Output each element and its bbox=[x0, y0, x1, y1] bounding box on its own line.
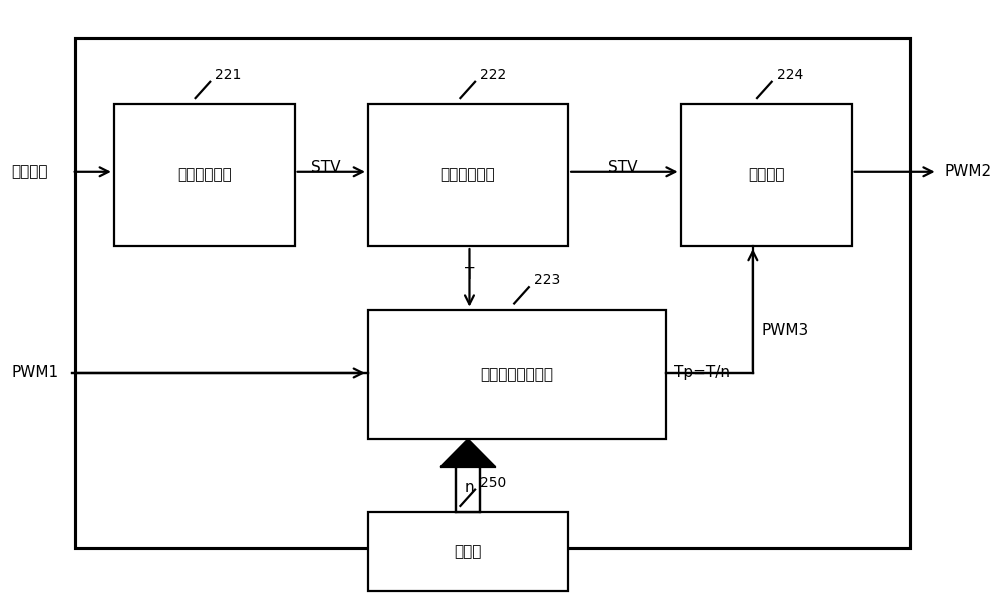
Text: 250: 250 bbox=[480, 476, 506, 490]
Bar bbox=[368, 512, 568, 591]
Text: STV: STV bbox=[608, 160, 638, 175]
Text: 同步模块: 同步模块 bbox=[748, 168, 784, 183]
Text: 频率获取模块: 频率获取模块 bbox=[441, 168, 495, 183]
Bar bbox=[456, 467, 480, 512]
Polygon shape bbox=[441, 439, 495, 467]
Text: STV: STV bbox=[311, 160, 341, 175]
Bar bbox=[114, 104, 295, 246]
Text: 存储器: 存储器 bbox=[454, 544, 482, 558]
Text: PWM2: PWM2 bbox=[944, 164, 992, 179]
Text: 信号转换模块: 信号转换模块 bbox=[177, 168, 232, 183]
Text: PWM3: PWM3 bbox=[762, 323, 809, 338]
Text: T: T bbox=[465, 267, 474, 282]
Bar bbox=[368, 310, 666, 439]
Text: 222: 222 bbox=[480, 68, 506, 82]
Text: Tp=T/n: Tp=T/n bbox=[674, 365, 730, 381]
Text: 224: 224 bbox=[777, 68, 803, 82]
Bar bbox=[75, 38, 910, 548]
Bar bbox=[681, 104, 852, 246]
Text: n: n bbox=[465, 480, 474, 495]
Text: 221: 221 bbox=[215, 68, 242, 82]
Text: 视频信号: 视频信号 bbox=[11, 164, 48, 179]
Text: PWM1: PWM1 bbox=[11, 365, 58, 381]
Text: 脉冲宽度调制模块: 脉冲宽度调制模块 bbox=[480, 367, 553, 382]
Text: 223: 223 bbox=[534, 273, 560, 287]
Bar bbox=[368, 104, 568, 246]
